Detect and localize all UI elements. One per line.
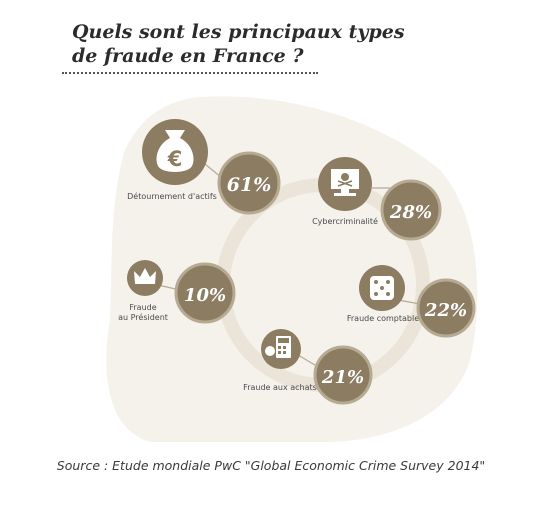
label-cyber: Cybercriminalité (312, 216, 378, 226)
value-detournement: 61% (227, 174, 272, 196)
page-title: Quels sont les principaux types de fraud… (72, 20, 405, 68)
value-president: 10% (184, 285, 226, 306)
item-cyber: Cybercriminalité 28% (312, 157, 442, 241)
value-badge (313, 345, 373, 405)
crown-icon (134, 268, 156, 284)
money-bag-euro-icon: € (156, 130, 194, 172)
computer-skull-icon (331, 169, 359, 196)
value-badge (380, 179, 442, 241)
title-line-1: Quels sont les principaux types (72, 21, 405, 43)
item-detournement: € Détournement d'actifs 61% (127, 119, 281, 215)
dice-icon (370, 276, 394, 300)
title-line-2: de fraude en France ? (72, 45, 304, 67)
value-badge (416, 278, 476, 338)
item-comptable: Fraude comptable 22% (347, 265, 476, 338)
value-badge (174, 262, 236, 324)
title-underline (62, 72, 318, 74)
item-president: Fraude au Président 10% (118, 260, 236, 324)
value-achats: 21% (321, 367, 364, 388)
value-cyber: 28% (389, 202, 432, 223)
calculator-money-icon (265, 336, 291, 358)
item-achats: Fraude aux achats 21% (243, 329, 373, 405)
source-note: Source : Etude mondiale PwC "Global Econ… (56, 458, 486, 473)
label-president-2: au Président (118, 312, 168, 322)
value-comptable: 22% (424, 300, 467, 321)
label-achats: Fraude aux achats (243, 383, 317, 392)
label-detournement: Détournement d'actifs (127, 191, 217, 201)
svg-text:€: € (167, 147, 183, 171)
label-president-1: Fraude (129, 303, 156, 312)
connector-comptable (397, 299, 421, 305)
value-badge (217, 151, 281, 215)
label-comptable: Fraude comptable (347, 314, 419, 323)
